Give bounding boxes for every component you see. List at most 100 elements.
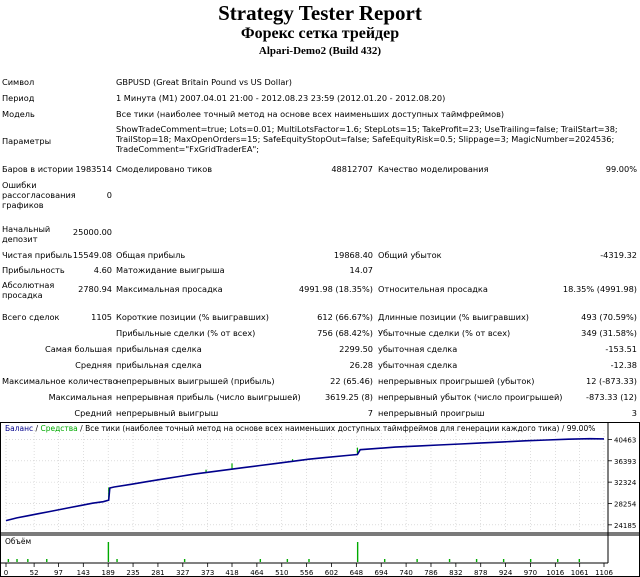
cons-wins-label: непрерывных выигрышей (прибыль) [116,376,275,386]
model-value: Все тики (наиболее точный метод на основ… [116,109,505,119]
volume-bar [27,559,29,562]
errors-value: 0 [106,190,112,200]
volume-bar [107,542,110,562]
x-tick-label: 0 [4,569,8,577]
volume-bar [183,559,186,562]
quality-value: 99.00% [605,164,637,174]
chart-grid [5,430,605,530]
x-tick-label: 418 [225,569,238,577]
quality-label: Качество моделирования [378,164,489,174]
volume-bar [557,559,559,562]
cons-wins-value: 22 (65.46) [330,376,373,386]
max-count-label: Максимальное количество [2,376,118,386]
largest-profit-label: прибыльная сделка [116,344,202,354]
chart-frame [0,422,640,577]
volume-bar [46,559,48,562]
avg-cons-losses-label: непрерывный проигрыш [378,408,485,418]
report-server: Alpari-Demo2 (Build 432) [258,45,382,57]
legend-equity: Средства [40,424,77,433]
loss-trades-label: Убыточные сделки (% от всех) [378,328,511,338]
params-label: Параметры [2,136,52,146]
x-tick-label: 924 [499,569,513,577]
max-drawdown-value: 4991.98 (18.35%) [298,284,373,294]
volume-bar [383,559,386,562]
cons-profit-value: 3619.25 (8) [324,392,373,402]
expected-payoff-label: Матожидание выигрыша [116,265,225,275]
profit-factor-label: Прибыльность [2,265,65,275]
total-trades-label: Всего сделок [2,312,60,322]
x-tick-label: 1061 [571,569,589,577]
x-tick-label: 694 [375,569,389,577]
avg-cons-losses-value: 3 [631,408,637,418]
x-tick-label: 143 [77,569,90,577]
avg-cons-wins-value: 7 [367,408,373,418]
cons-loss-value: -873.33 (12) [585,392,637,402]
y-tick-label: 36393 [614,458,636,466]
x-tick-label: 832 [449,569,462,577]
average-profit-value: 26.28 [349,360,373,370]
x-tick-label: 1016 [546,569,564,577]
profit-trades-label: Прибыльные сделки (% от всех) [116,328,256,338]
deposit-label: Начальный депозит [2,224,51,244]
average-loss-label: убыточная сделка [378,360,458,370]
bars-value: 1983514 [75,164,112,174]
volume-bar [578,559,581,562]
x-tick-label: 97 [54,569,63,577]
x-tick-label: 510 [275,569,288,577]
x-tick-label: 1106 [595,569,613,577]
volume-bar [475,559,478,562]
x-axis-labels: 0 52 97 143 189 235 281 327 373 418 464 510 556 602 64… [4,563,613,577]
largest-loss-label: убыточная сделка [378,344,458,354]
maximal-label: Максимальная [48,392,112,402]
largest-label: Самая большая [44,344,112,354]
abs-drawdown-label: Абсолютная просадка [2,280,55,300]
volume-bar [308,559,310,562]
profit-trades-value: 756 (68.42%) [317,328,373,338]
x-tick-label: 556 [300,569,314,577]
abs-drawdown-value: 2780.94 [78,284,112,294]
report-title: Strategy Tester Report [218,1,422,25]
x-tick-label: 373 [201,569,214,577]
x-tick-label: 648 [350,569,363,577]
x-tick-label: 740 [399,569,412,577]
ticks-label: Смоделировано тиков [116,164,213,174]
x-tick-label: 878 [474,569,487,577]
period-label: Период [2,93,35,103]
average-profit-label: прибыльная сделка [116,360,202,370]
avg-cons-label: Средний [74,408,112,418]
volume-bars [7,542,581,562]
legend-balance: Баланс [5,424,33,433]
gross-profit-label: Общая прибыль [116,250,186,260]
gross-profit-value: 19868.40 [333,250,373,260]
legend-separator: / [33,424,40,433]
volume-bar [116,559,118,562]
x-tick-label: 52 [30,569,39,577]
params-line-1: ShowTradeComment=true; Lots=0.01; MultiL… [116,124,618,134]
max-drawdown-label: Максимальная просадка [116,284,223,294]
total-trades-value: 1105 [91,312,112,322]
params-line-2: TrailStop=18; MaxOpenOrders=15; SafeEqui… [116,134,615,144]
x-tick-label: 189 [102,569,115,577]
params-line-3: TradeComment="FxGridTraderEA"; [116,144,259,154]
errors-label: Ошибки рассогласования графиков [2,180,76,210]
model-label: Модель [2,109,35,119]
symbol-label: Символ [2,77,35,87]
y-tick-label: 28254 [614,500,637,508]
short-positions-value: 612 (66.67%) [317,312,373,322]
cons-losses-value: 12 (-873.33) [585,376,637,386]
long-positions-label: Длинные позиции (% выигравших) [378,312,529,322]
x-tick-label: 327 [176,569,189,577]
volume-bar [286,559,289,562]
volume-label: Объём [5,537,31,546]
legend: Баланс / Средства / Все тики (наиболее т… [5,424,595,433]
x-tick-label: 281 [151,569,164,577]
ticks-value: 48812707 [331,164,373,174]
volume-bar [502,559,505,562]
expected-payoff-value: 14.07 [349,265,373,275]
y-axis-labels: 40463 36393 32324 28254 24185 [608,436,637,530]
largest-loss-value: -153.51 [605,344,637,354]
y-tick-label: 32324 [614,479,637,487]
gross-loss-value: -4319.32 [600,250,637,260]
long-positions-value: 493 (70.59%) [581,312,637,322]
average-label: Средняя [75,360,112,370]
